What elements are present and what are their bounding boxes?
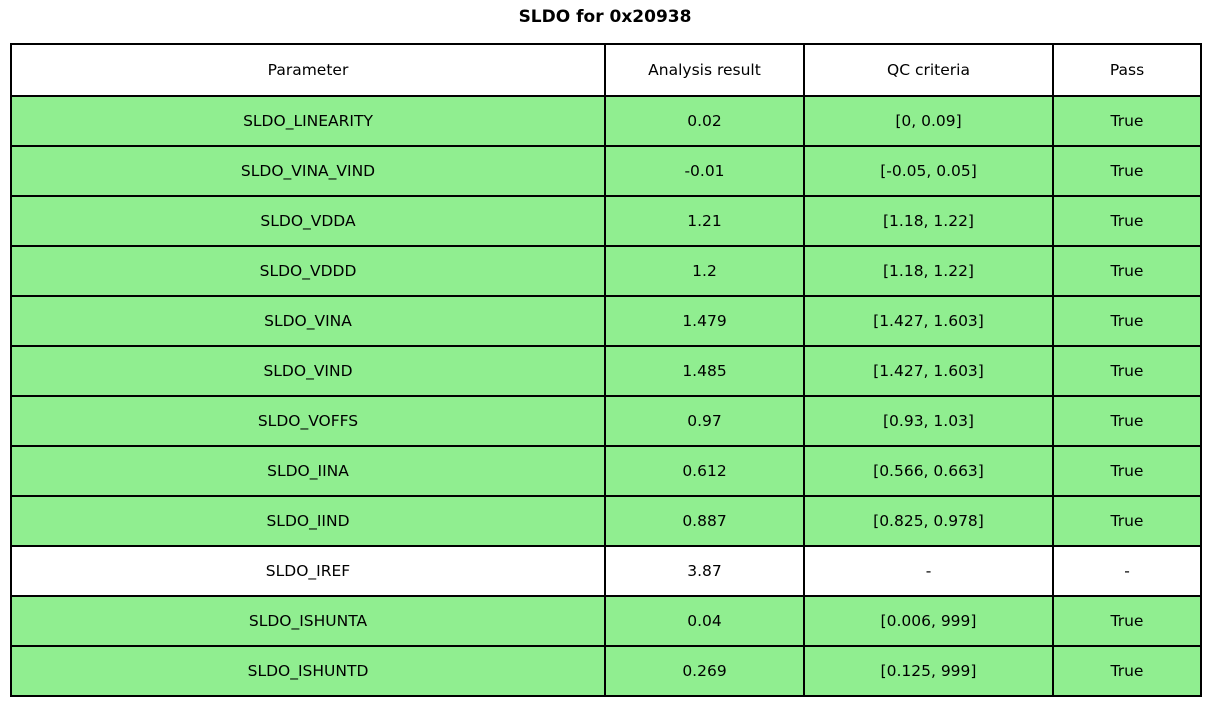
table-row: SLDO_VINA_VIND -0.01 [-0.05, 0.05] True — [10, 145, 1202, 197]
table-header: Parameter Analysis result QC criteria Pa… — [10, 43, 1202, 97]
cell-analysis-result: 1.21 — [604, 195, 805, 247]
cell-analysis-result: 0.269 — [604, 645, 805, 697]
cell-qc-criteria: [1.18, 1.22] — [803, 195, 1054, 247]
table-row: SLDO_IIND 0.887 [0.825, 0.978] True — [10, 495, 1202, 547]
column-header-analysis-result: Analysis result — [604, 43, 805, 97]
cell-pass: - — [1052, 545, 1202, 597]
cell-pass: True — [1052, 495, 1202, 547]
cell-qc-criteria: [-0.05, 0.05] — [803, 145, 1054, 197]
cell-pass: True — [1052, 95, 1202, 147]
cell-qc-criteria: [0.006, 999] — [803, 595, 1054, 647]
cell-qc-criteria: [0.566, 0.663] — [803, 445, 1054, 497]
header-row: Parameter Analysis result QC criteria Pa… — [10, 43, 1202, 97]
table-body: SLDO_LINEARITY 0.02 [0, 0.09] True SLDO_VINA… — [10, 95, 1202, 697]
cell-qc-criteria: [1.427, 1.603] — [803, 345, 1054, 397]
cell-parameter: SLDO_VDDA — [10, 195, 606, 247]
qc-table: Parameter Analysis result QC criteria Pa… — [10, 43, 1202, 697]
table-row: SLDO_VINA 1.479 [1.427, 1.603] True — [10, 295, 1202, 347]
cell-analysis-result: 0.612 — [604, 445, 805, 497]
cell-parameter: SLDO_VINA_VIND — [10, 145, 606, 197]
cell-parameter: SLDO_VDDD — [10, 245, 606, 297]
table-row: SLDO_VDDA 1.21 [1.18, 1.22] True — [10, 195, 1202, 247]
table-row: SLDO_ISHUNTD 0.269 [0.125, 999] True — [10, 645, 1202, 697]
cell-parameter: SLDO_IINA — [10, 445, 606, 497]
cell-qc-criteria: [0, 0.09] — [803, 95, 1054, 147]
cell-analysis-result: 1.479 — [604, 295, 805, 347]
cell-qc-criteria: [1.18, 1.22] — [803, 245, 1054, 297]
cell-analysis-result: 0.887 — [604, 495, 805, 547]
table-row: SLDO_IINA 0.612 [0.566, 0.663] True — [10, 445, 1202, 497]
cell-pass: True — [1052, 395, 1202, 447]
cell-qc-criteria: [1.427, 1.603] — [803, 295, 1054, 347]
cell-pass: True — [1052, 345, 1202, 397]
cell-analysis-result: 1.2 — [604, 245, 805, 297]
cell-pass: True — [1052, 595, 1202, 647]
cell-qc-criteria: [0.93, 1.03] — [803, 395, 1054, 447]
table-row: SLDO_IREF 3.87- - — [10, 545, 1202, 597]
cell-pass: True — [1052, 445, 1202, 497]
cell-analysis-result: 0.04 — [604, 595, 805, 647]
cell-pass: True — [1052, 195, 1202, 247]
cell-pass: True — [1052, 295, 1202, 347]
cell-pass: True — [1052, 645, 1202, 697]
table-row: SLDO_VIND 1.485 [1.427, 1.603] True — [10, 345, 1202, 397]
cell-parameter: SLDO_VOFFS — [10, 395, 606, 447]
column-header-pass: Pass — [1052, 43, 1202, 97]
page-title: SLDO for 0x20938 — [518, 7, 692, 27]
cell-parameter: SLDO_LINEARITY — [10, 95, 606, 147]
cell-analysis-result: 0.02 — [604, 95, 805, 147]
cell-parameter: SLDO_ISHUNTD — [10, 645, 606, 697]
column-header-parameter: Parameter — [10, 43, 606, 97]
cell-qc-criteria: [0.125, 999] — [803, 645, 1054, 697]
table-row: SLDO_ISHUNTA 0.04 [0.006, 999] True — [10, 595, 1202, 647]
cell-parameter: SLDO_IREF — [10, 545, 606, 597]
cell-parameter: SLDO_ISHUNTA — [10, 595, 606, 647]
cell-pass: True — [1052, 145, 1202, 197]
cell-pass: True — [1052, 245, 1202, 297]
cell-analysis-result: 3.87 — [604, 545, 805, 597]
cell-analysis-result: 1.485 — [604, 345, 805, 397]
cell-parameter: SLDO_IIND — [10, 495, 606, 547]
table-row: SLDO_LINEARITY 0.02 [0, 0.09] True — [10, 95, 1202, 147]
cell-qc-criteria: - — [803, 545, 1054, 597]
cell-parameter: SLDO_VINA — [10, 295, 606, 347]
cell-parameter: SLDO_VIND — [10, 345, 606, 397]
table-row: SLDO_VOFFS 0.97 [0.93, 1.03] True — [10, 395, 1202, 447]
cell-analysis-result: -0.01 — [604, 145, 805, 197]
table-row: SLDO_VDDD 1.2 [1.18, 1.22] True — [10, 245, 1202, 297]
column-header-qc-criteria: QC criteria — [803, 43, 1054, 97]
cell-qc-criteria: [0.825, 0.978] — [803, 495, 1054, 547]
cell-analysis-result: 0.97 — [604, 395, 805, 447]
